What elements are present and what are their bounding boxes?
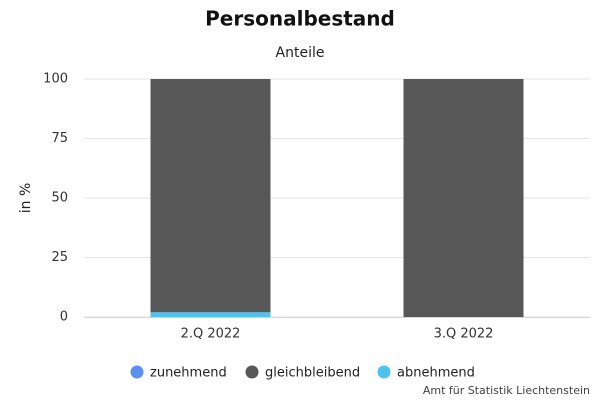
credits: Amt für Statistik Liechtenstein xyxy=(423,384,590,397)
legend-marker xyxy=(377,365,391,379)
y-tick-label: 50 xyxy=(51,191,68,206)
y-axis-label: in % xyxy=(18,183,34,214)
y-tick-label: 100 xyxy=(43,72,68,87)
legend-marker xyxy=(245,365,259,379)
y-tick-label: 0 xyxy=(60,310,68,325)
chart-subtitle: Anteile xyxy=(276,45,325,61)
bar-segment xyxy=(150,79,271,313)
x-tick-label: 3.Q 2022 xyxy=(434,327,494,342)
y-tick-label: 75 xyxy=(51,131,68,146)
legend-label: gleichbleibend xyxy=(265,366,360,381)
bar-segment xyxy=(150,312,271,317)
bar-segment xyxy=(403,79,524,317)
x-tick-label: 2.Q 2022 xyxy=(181,327,241,342)
legend-label: abnehmend xyxy=(397,366,475,381)
chart-title: Personalbestand xyxy=(205,7,395,31)
legend-marker xyxy=(130,365,144,379)
legend-label: zunehmend xyxy=(150,366,227,381)
y-tick-label: 25 xyxy=(51,250,68,265)
